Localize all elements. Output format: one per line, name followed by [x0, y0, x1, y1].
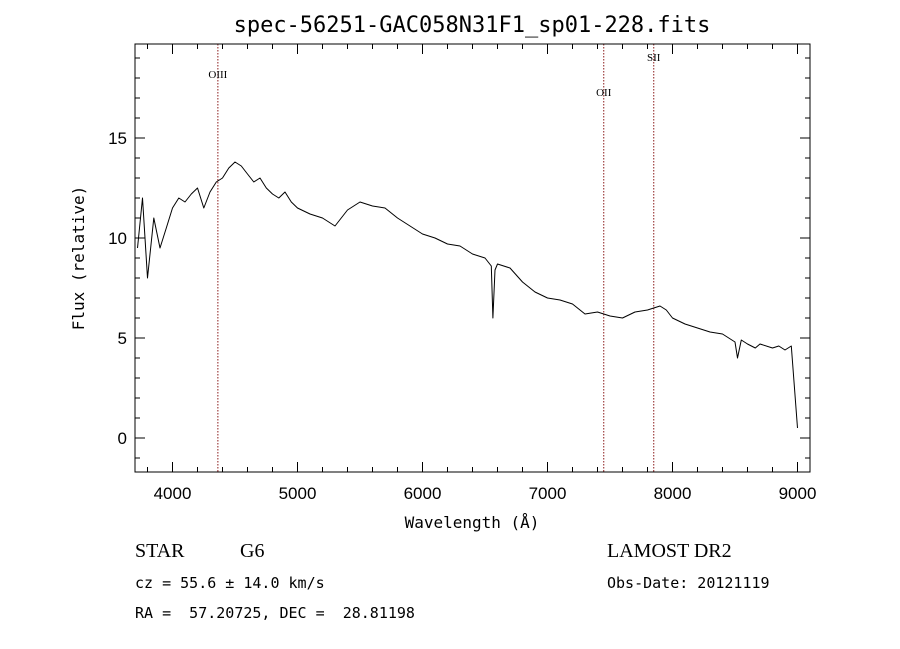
y-tick-label: 5	[118, 329, 127, 348]
y-tick-label: 15	[108, 129, 127, 148]
emission-line-markers: OIII OII SII	[208, 44, 661, 472]
emission-line-label: OII	[596, 87, 612, 99]
axis-ticks: 4000 5000 6000 7000 8000 9000 0 5 10 15	[108, 44, 816, 503]
x-tick-label: 8000	[654, 484, 692, 503]
redshift-text: cz = 55.6 ± 14.0 km/s	[135, 574, 325, 592]
spectrum-series-line	[137, 161, 798, 429]
x-tick-label: 7000	[529, 484, 567, 503]
y-tick-label: 10	[108, 229, 127, 248]
x-axis-label: Wavelength (Å)	[405, 513, 540, 532]
x-tick-label: 4000	[154, 484, 192, 503]
radec-text: RA = 57.20725, DEC = 28.81198	[135, 604, 415, 622]
survey-text: LAMOST DR2	[607, 540, 732, 562]
obs-date-text: Obs-Date: 20121119	[607, 574, 770, 592]
y-axis-label: Flux (relative)	[69, 186, 88, 331]
plot-frame	[134, 43, 811, 473]
y-tick-label: 0	[118, 429, 127, 448]
x-tick-label: 9000	[779, 484, 817, 503]
chart-title: spec-56251-GAC058N31F1_sp01-228.fits	[234, 13, 711, 38]
x-tick-label: 6000	[404, 484, 442, 503]
emission-line-label: OIII	[208, 69, 227, 81]
emission-line-label: SII	[647, 52, 661, 64]
x-tick-label: 5000	[279, 484, 317, 503]
object-type-text: STAR	[135, 540, 185, 562]
subclass-text: G6	[240, 540, 265, 562]
